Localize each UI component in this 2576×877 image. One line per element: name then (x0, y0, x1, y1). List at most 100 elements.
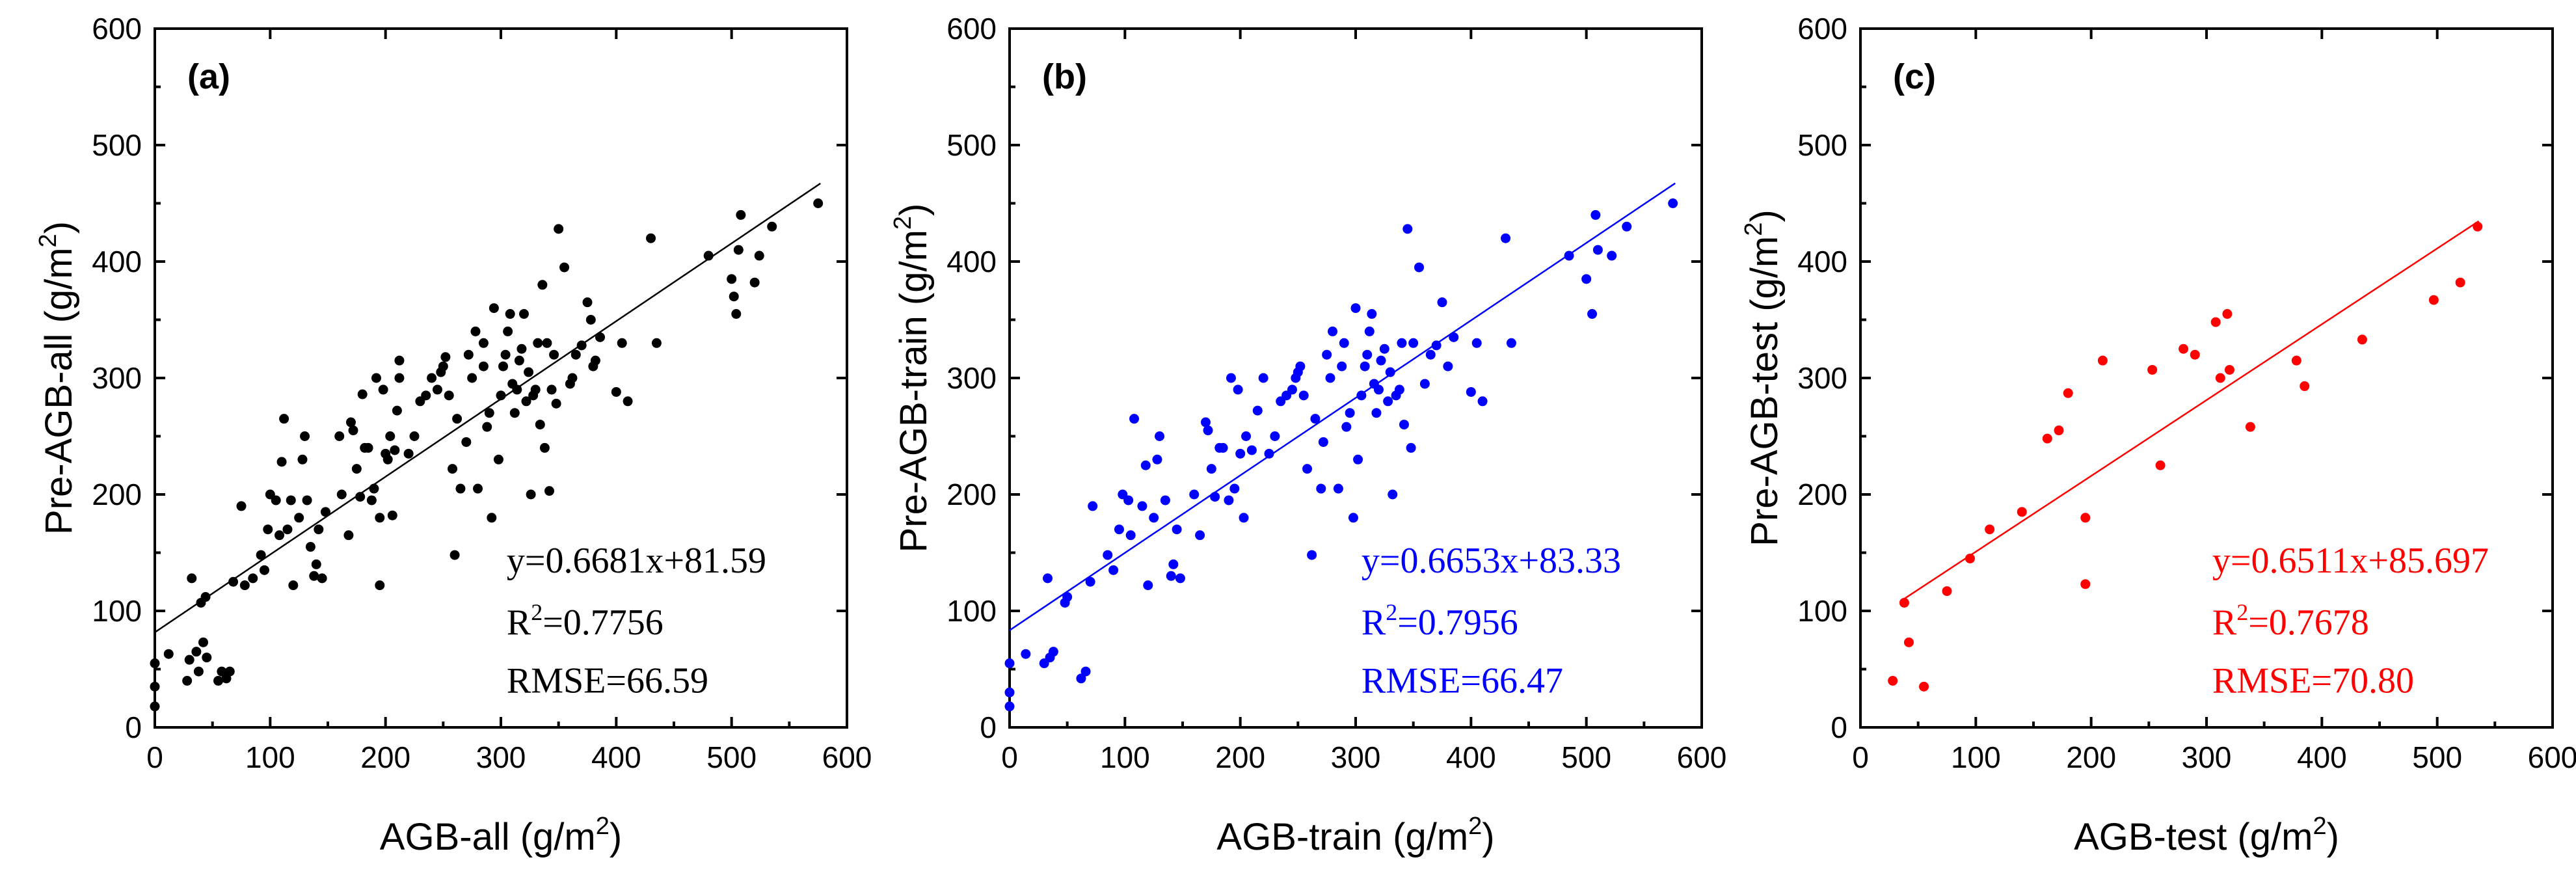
data-point (461, 437, 472, 447)
data-point (731, 309, 742, 319)
data-point (1406, 442, 1416, 453)
data-point (320, 507, 330, 517)
x-tick-label: 400 (2297, 740, 2347, 774)
x-axis-label-sup: 2 (596, 813, 610, 840)
data-point (2455, 277, 2465, 288)
data-point (1590, 209, 1601, 220)
data-point (1172, 524, 1182, 535)
data-point (533, 338, 543, 348)
data-point (2147, 364, 2158, 375)
data-point (1140, 460, 1151, 470)
data-point (1899, 597, 1909, 608)
data-point (484, 408, 494, 418)
data-point (1322, 349, 1332, 360)
y-tick-label: 300 (92, 361, 142, 395)
x-axis-label-close: ) (2327, 816, 2339, 858)
y-tick-label: 400 (92, 245, 142, 278)
data-point (500, 349, 511, 360)
data-point (1325, 373, 1335, 383)
data-point (1379, 344, 1389, 354)
data-point (1341, 422, 1352, 432)
data-point (1316, 483, 1326, 494)
data-point (256, 550, 266, 560)
data-point (1270, 431, 1280, 441)
data-point (1155, 431, 1165, 441)
data-point (539, 442, 550, 453)
x-axis-label-sup: 2 (1468, 813, 1482, 840)
data-point (191, 647, 202, 657)
data-point (382, 454, 393, 465)
data-point (302, 495, 312, 506)
data-point (1399, 420, 1409, 430)
data-point (1218, 442, 1228, 453)
data-point (452, 414, 463, 424)
data-point (582, 297, 593, 308)
data-point (1371, 408, 1382, 418)
data-point (2080, 579, 2091, 589)
data-point (1376, 355, 1386, 366)
data-point (1443, 361, 1453, 371)
data-point (2190, 349, 2200, 360)
data-point (355, 492, 366, 502)
x-tick-label: 500 (706, 740, 757, 774)
x-axis-label-text: AGB-test (g/m (2074, 816, 2313, 858)
x-axis-label: AGB-all (g/m2) (380, 813, 622, 858)
x-tick-label: 400 (591, 740, 641, 774)
data-point (1449, 332, 1459, 342)
y-axis-label-close: ) (892, 204, 935, 216)
data-point (387, 510, 397, 520)
r-squared: R2=0.7956 (1362, 599, 1518, 643)
y-axis-label: Pre-AGB-all (g/m2) (34, 221, 80, 535)
data-point (432, 385, 442, 395)
x-tick-label: 500 (2412, 740, 2462, 774)
x-tick-label: 600 (822, 740, 872, 774)
data-point (1622, 221, 1632, 232)
data-point (427, 373, 437, 383)
y-tick-label: 400 (1797, 245, 1847, 278)
data-point (1103, 550, 1113, 560)
x-tick-label: 600 (1677, 740, 1727, 774)
data-point (1466, 386, 1476, 397)
x-tick-label: 0 (1852, 740, 1869, 774)
x-tick-label: 200 (2066, 740, 2116, 774)
data-point (1203, 425, 1213, 436)
x-tick-label: 0 (146, 740, 163, 774)
data-point (1388, 489, 1398, 500)
data-point (1919, 681, 1929, 692)
x-tick-label: 500 (1561, 740, 1611, 774)
r-squared: R2=0.7756 (507, 599, 664, 643)
data-point (2155, 460, 2166, 470)
data-point (394, 373, 405, 383)
data-point (1587, 309, 1598, 319)
data-point (200, 592, 211, 602)
r-squared-prefix: R (2212, 602, 2237, 643)
y-tick-label: 600 (1797, 12, 1847, 46)
y-axis-label-text: Pre-AGB-all (g/m (38, 247, 80, 535)
data-point (259, 565, 269, 575)
data-point (1903, 637, 1914, 647)
data-point (150, 681, 160, 692)
data-point (1414, 262, 1425, 273)
rmse: RMSE=70.80 (2212, 660, 2414, 701)
y-axis-label-sup: 2 (34, 234, 62, 247)
panel-a: 0 100 200 300 400 500 600 0 100 200 300 400 500 600 AG… (34, 12, 872, 858)
data-point (392, 405, 402, 416)
data-point (1241, 431, 1252, 441)
data-point (294, 513, 304, 523)
y-axis-label-text: Pre-AGB-train (g/m (892, 230, 935, 552)
data-point (1137, 501, 1147, 511)
data-point (736, 209, 746, 220)
data-point (518, 309, 529, 319)
y-tick-label: 600 (946, 12, 997, 46)
data-point (727, 274, 737, 284)
data-point (248, 573, 258, 584)
r-squared-value: =0.7756 (543, 602, 664, 643)
data-point (2017, 507, 2027, 517)
data-point (478, 361, 489, 371)
data-point (375, 580, 385, 591)
data-point (1258, 373, 1268, 383)
panel-label: (a) (187, 57, 230, 96)
data-point (585, 315, 596, 325)
data-point (1592, 245, 1603, 255)
data-point (1353, 454, 1363, 465)
